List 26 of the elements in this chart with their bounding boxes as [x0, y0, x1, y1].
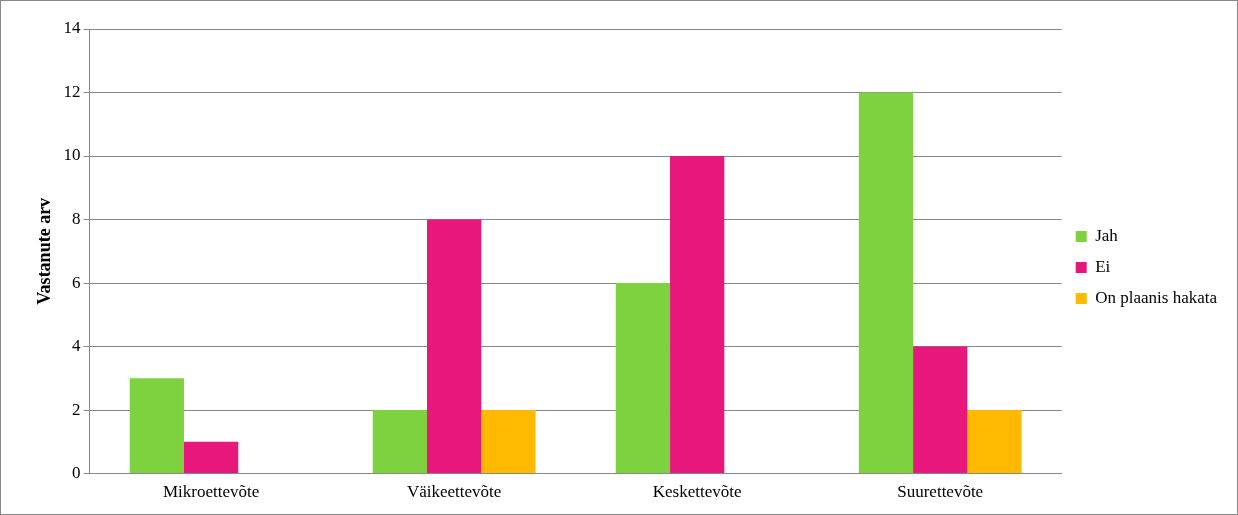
y-tick-label: 10	[63, 145, 81, 165]
y-tick-label: 0	[72, 463, 81, 483]
legend-label: Ei	[1095, 256, 1111, 276]
bar	[129, 378, 184, 474]
x-tick-label: Väikeettevõte	[406, 482, 502, 502]
y-tick-label: 12	[63, 81, 81, 101]
y-tick-label: 4	[72, 336, 82, 356]
bar	[481, 410, 536, 474]
x-tick-label: Suurettevõte	[897, 482, 984, 502]
bar	[372, 410, 427, 474]
y-tick-label: 14	[63, 18, 82, 38]
y-tick-label: 6	[72, 272, 81, 292]
legend-label: On plaanis hakata	[1095, 287, 1218, 307]
legend-label: Jah	[1095, 225, 1119, 245]
y-tick-label: 2	[72, 399, 81, 419]
bar	[670, 156, 725, 474]
bar	[967, 410, 1022, 474]
bar	[183, 441, 239, 474]
x-tick-label: Keskettevõte	[652, 482, 742, 502]
bar	[427, 219, 482, 474]
x-tick-label: Mikroettevõte	[162, 482, 260, 502]
y-axis-title: Vastanute arv	[34, 197, 55, 305]
bar	[615, 283, 671, 474]
bar	[913, 346, 968, 474]
y-tick-label: 8	[72, 209, 81, 229]
bar	[858, 92, 914, 474]
